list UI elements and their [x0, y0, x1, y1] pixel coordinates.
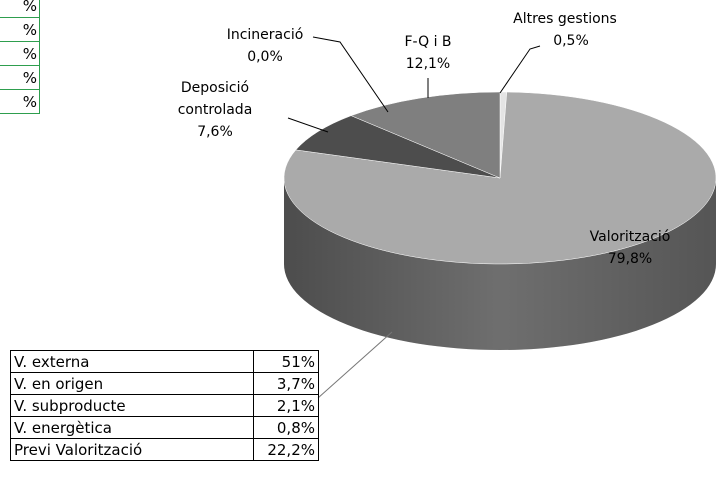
slice-label: F-Q i B 12,1% [378, 31, 478, 75]
leader-line [317, 331, 393, 399]
category-label: Valorització [589, 229, 671, 245]
table-cell: V. energètica [10, 416, 254, 439]
table-row: V. energètica 0,8% [10, 416, 319, 439]
slice-label: Incineració 0,0% [205, 24, 325, 68]
table-cell: % [0, 89, 40, 114]
table-cell: V. externa [10, 350, 254, 373]
table-cell: V. en origen [10, 372, 254, 395]
left-table: %%%%% [0, 0, 40, 114]
leader-line [312, 36, 389, 113]
value-label: 0,5% [553, 33, 589, 49]
table-row: V. en origen 3,7% [10, 372, 319, 395]
table-row: Previ Valorització 22,2% [10, 438, 319, 461]
table-row: % [0, 0, 40, 18]
table-row: % [0, 65, 40, 90]
category-label: F-Q i B [404, 34, 452, 50]
slice-label: Altres gestions 0,5% [485, 8, 645, 52]
slice [350, 91, 501, 179]
value-label: 0,0% [247, 49, 283, 65]
value-label: 79,8% [607, 251, 653, 267]
value-label: 7,6% [197, 124, 233, 140]
table-row: % [0, 17, 40, 42]
leader-line [287, 117, 329, 133]
slice [295, 115, 501, 179]
table-cell: 22,2% [253, 438, 319, 461]
slice-label: Deposició controlada 7,6% [160, 77, 270, 143]
table-row: V. externa 51% [10, 350, 319, 373]
breakdown-table: V. externa 51% V. en origen 3,7% V. subprodu… [10, 350, 319, 461]
leader-line [499, 45, 541, 94]
table-cell: 3,7% [253, 372, 319, 395]
value-label: 12,1% [405, 56, 451, 72]
category-label: Altres gestions [513, 11, 617, 27]
category-label: Incineració [226, 27, 304, 43]
table-cell: V. subproducte [10, 394, 254, 417]
table-cell: 2,1% [253, 394, 319, 417]
table-cell: % [0, 0, 40, 18]
table-cell: % [0, 41, 40, 66]
table-cell: Previ Valorització [10, 438, 254, 461]
table-row: V. subproducte 2,1% [10, 394, 319, 417]
table-row: % [0, 41, 40, 66]
table-row: % [0, 89, 40, 114]
table-cell: % [0, 17, 40, 42]
table-cell: 51% [253, 350, 319, 373]
slice-label: Valorització 79,8% [560, 226, 700, 270]
table-cell: % [0, 65, 40, 90]
table-cell: 0,8% [253, 416, 319, 439]
category-label: Deposició controlada [177, 80, 253, 118]
